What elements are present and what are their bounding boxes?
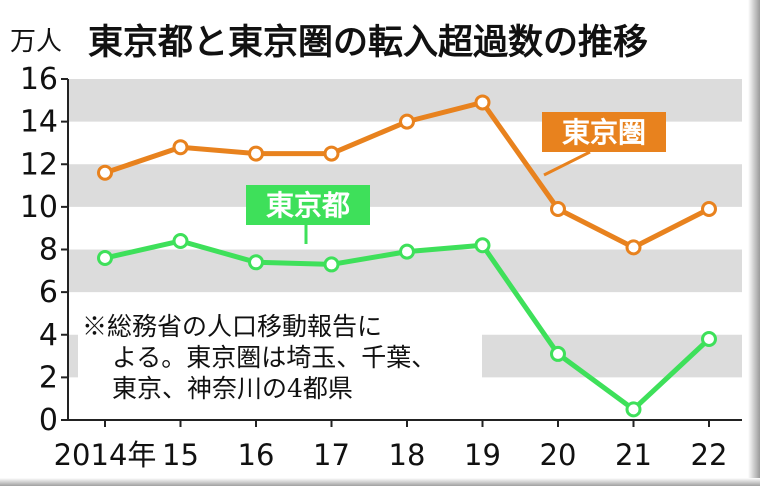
series-label-text: 東京都 (266, 189, 350, 222)
y-tick-label: 8 (39, 233, 58, 268)
y-tick-label: 6 (39, 275, 58, 310)
data-point (399, 113, 415, 130)
x-tick-label: 22 (691, 438, 728, 472)
data-point (172, 232, 189, 249)
x-tick-label: 17 (313, 438, 350, 472)
x-tick-labels: 2014年 15 16 17 18 19 20 21 22 (54, 438, 728, 472)
frame-shadow-bottom (0, 478, 760, 486)
note-backdrop (78, 308, 482, 412)
y-tick-label: 2 (39, 360, 58, 395)
x-tick-label: 2014年 (54, 438, 157, 472)
note-line-1: ※総務省の人口移動報告に (82, 312, 382, 341)
data-point (399, 243, 415, 260)
y-tick-label: 12 (20, 147, 58, 182)
grid-band (68, 164, 742, 207)
x-tick-label: 20 (540, 438, 577, 472)
chart-title: 東京都と東京圏の転入超過数の推移 (88, 22, 648, 63)
data-point (97, 164, 113, 181)
data-point (550, 345, 566, 362)
data-point (248, 145, 264, 162)
y-tick-label: 4 (39, 318, 58, 353)
y-tick-labels: 0 2 4 6 8 10 12 14 16 (20, 62, 58, 438)
axes (61, 78, 742, 427)
series-lines (97, 94, 717, 418)
x-tick-label: 16 (238, 438, 275, 472)
data-point (550, 201, 566, 218)
y-tick-label: 10 (20, 190, 58, 225)
series-label-text: 東京圏 (562, 116, 646, 149)
y-unit-label: 万人 (10, 27, 62, 57)
data-point (97, 250, 113, 267)
series-label-box (246, 185, 370, 225)
x-tick-label: 21 (615, 438, 652, 472)
data-point (323, 145, 340, 162)
x-tick-label: 18 (389, 438, 426, 472)
series-label-box (542, 112, 666, 152)
data-point (701, 331, 717, 348)
data-point (474, 237, 491, 254)
y-tick-label: 16 (20, 62, 58, 97)
data-point (701, 201, 717, 218)
y-tick-label: 14 (20, 105, 58, 140)
data-point (625, 401, 642, 418)
data-point (625, 239, 642, 256)
data-point (172, 139, 189, 156)
x-tick-label: 15 (162, 438, 199, 472)
note-line-3: 東京、神奈川の4都県 (112, 374, 353, 403)
x-tick-label: 19 (464, 438, 501, 472)
data-point (474, 94, 491, 111)
data-point (323, 256, 340, 273)
label-pointer (543, 150, 591, 177)
frame-shadow-right (748, 0, 760, 486)
note-line-2: よる。東京圏は埼玉、千葉、 (112, 343, 436, 372)
data-point (248, 254, 264, 271)
y-tick-label: 0 (39, 403, 58, 438)
